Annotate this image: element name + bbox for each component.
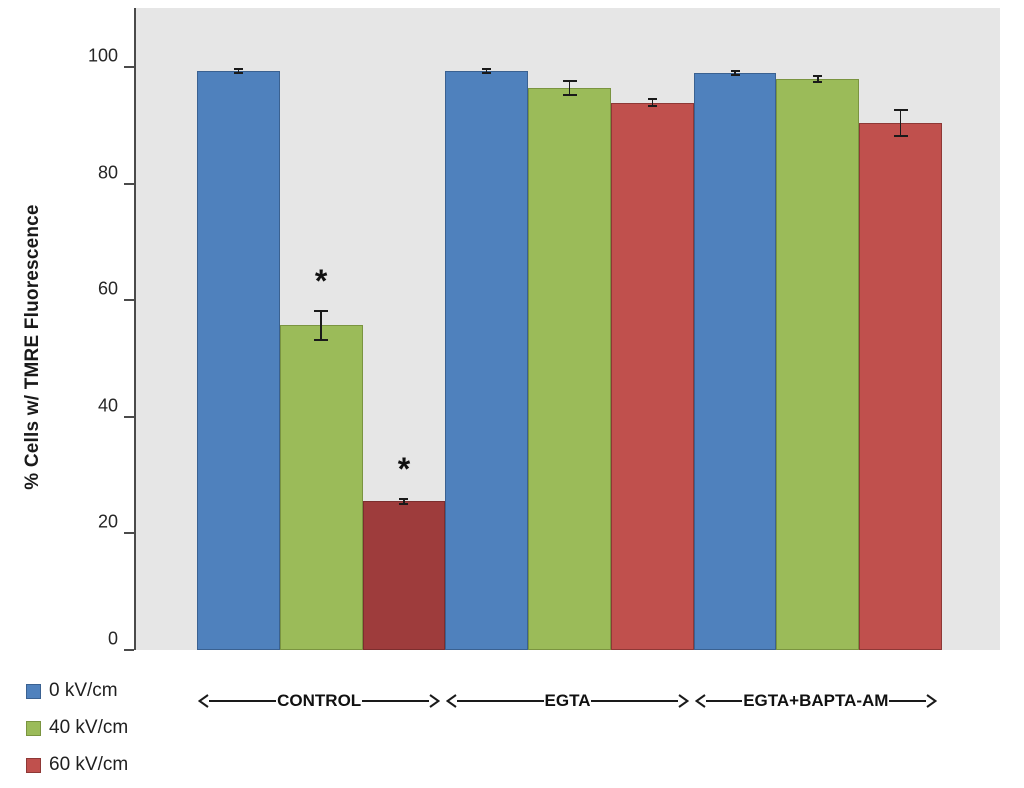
error-bar-cap: [730, 73, 740, 76]
error-bar-cap: [562, 93, 577, 96]
error-bar-cap: [314, 338, 329, 341]
bar-control-0-kv-cm: [197, 71, 280, 650]
error-bar-cap: [482, 68, 492, 71]
error-bar-cap: [893, 108, 908, 111]
error-bar-cap: [399, 502, 409, 505]
arrow-line: [209, 700, 277, 702]
y-axis-title: % Cells w/ TMRE Fluorescence: [22, 204, 43, 490]
error-bar: [817, 76, 819, 83]
arrow-line: [362, 700, 430, 702]
arrowhead-right-icon: [926, 694, 937, 708]
y-tick-label: 20: [97, 511, 118, 532]
arrowhead-left-icon: [198, 694, 209, 708]
error-bar-cap: [482, 71, 492, 74]
group-label-text: CONTROL: [277, 691, 362, 710]
error-bar-cap: [813, 75, 823, 78]
y-tick-label: 40: [97, 395, 118, 416]
y-tick-mark: [124, 299, 134, 302]
legend-swatch-icon: [26, 720, 41, 736]
y-tick-label: 0: [107, 628, 118, 649]
error-bar: [899, 109, 902, 137]
legend-swatch-icon: [26, 757, 41, 773]
error-bar-cap: [893, 135, 908, 138]
bar-control-60-kv-cm: [362, 501, 446, 650]
significance-asterisk: *: [397, 451, 411, 488]
error-bar-cap: [233, 67, 243, 70]
bar-egta-40-kv-cm: [528, 88, 611, 650]
bar-egta-bapta-am-60-kv-cm: [859, 122, 942, 650]
bar-egta-0-kv-cm: [445, 71, 529, 650]
arrowhead-left-icon: [694, 694, 706, 708]
y-tick-mark: [124, 182, 134, 185]
error-bar-cap: [647, 98, 657, 101]
error-bar: [320, 310, 322, 340]
bar-egta-bapta-am-0-kv-cm: [693, 72, 777, 650]
y-tick-mark: [124, 649, 134, 651]
error-bar-cap: [562, 80, 577, 82]
arrowhead-left-icon: [446, 694, 457, 708]
y-tick-mark: [124, 415, 134, 418]
legend-label: 0 kV/cm: [49, 680, 118, 701]
chart-legend: 0 kV/cm 40 kV/cm 60 kV/cm: [26, 680, 129, 788]
arrowhead-right-icon: [429, 694, 441, 708]
category-group-labels: CONTROL EGTA EGTA+BAPTA-AM: [195, 687, 941, 715]
arrow-line: [591, 700, 678, 702]
bar-egta-bapta-am-40-kv-cm: [776, 79, 860, 650]
legend-item-0-kv-cm: 0 kV/cm: [26, 680, 128, 701]
arrowhead-right-icon: [678, 694, 689, 708]
legend-label: 60 kV/cm: [49, 754, 129, 775]
bar-control-40-kv-cm: [279, 325, 363, 650]
arrow-line: [705, 700, 743, 702]
group-label-text: EGTA: [544, 691, 591, 710]
significance-asterisk: *: [314, 262, 328, 299]
error-bar-cap: [399, 498, 409, 501]
error-bar: [237, 68, 240, 74]
error-bar-cap: [813, 81, 823, 84]
group-label-text: EGTA+BAPTA-AM: [743, 691, 889, 710]
group-label-egta: EGTA: [443, 687, 691, 715]
legend-item-40-kv-cm: 40 kV/cm: [26, 717, 129, 738]
error-bar: [651, 99, 654, 107]
error-bar: [485, 69, 488, 73]
y-tick-mark: [124, 66, 134, 68]
arrow-line: [457, 700, 544, 702]
legend-label: 40 kV/cm: [49, 717, 129, 738]
error-bar-cap: [314, 309, 329, 312]
y-tick-mark: [124, 532, 134, 535]
error-bar-cap: [233, 72, 243, 75]
arrow-line: [889, 700, 926, 702]
plot-area: 0 20 40 60 80 100 * *: [88, 8, 1000, 651]
group-label-control: CONTROL: [195, 687, 443, 715]
error-bar-cap: [647, 105, 657, 108]
y-tick-label: 80: [97, 162, 118, 183]
y-tick-label: 100: [87, 45, 118, 66]
bar-series-container: * *: [197, 8, 942, 650]
bar-egta-60-kv-cm: [610, 102, 694, 650]
group-label-egta-bapta-am: EGTA+BAPTA-AM: [692, 687, 940, 715]
error-bar-cap: [730, 70, 740, 73]
error-bar: [403, 499, 405, 504]
error-bar: [568, 81, 571, 95]
y-tick-label: 60: [97, 278, 118, 299]
legend-swatch-icon: [26, 683, 41, 699]
legend-item-60-kv-cm: 60 kV/cm: [26, 754, 129, 775]
error-bar: [734, 71, 736, 75]
